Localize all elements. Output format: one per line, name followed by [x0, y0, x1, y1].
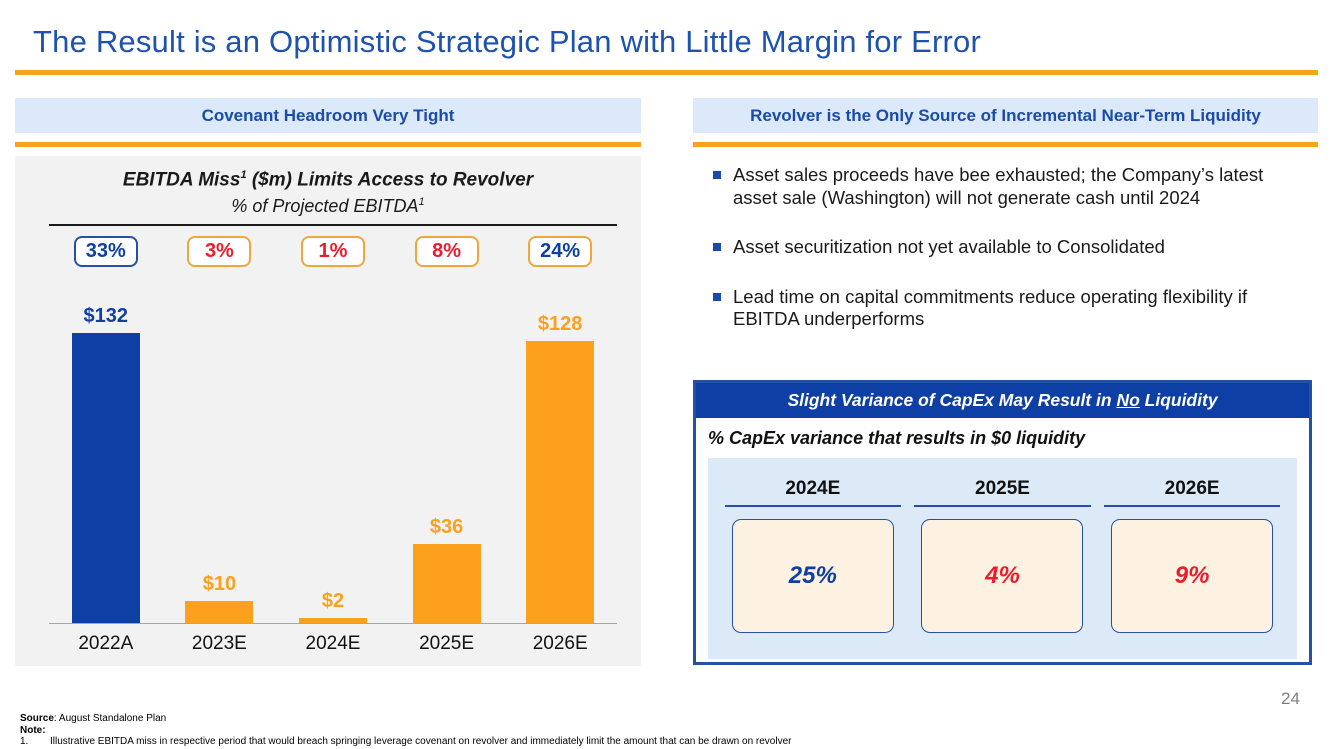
bullet-text: Lead time on capital commitments reduce … — [733, 285, 1248, 330]
capex-year-label: 2025E — [914, 478, 1091, 507]
bullet-item: Asset securitization not yet available t… — [693, 236, 1318, 259]
bar-2023 — [185, 601, 254, 624]
capex-value: 4% — [985, 562, 1020, 589]
pct-badge-2025: 8% — [414, 236, 479, 268]
capex-year-label: 2024E — [724, 478, 902, 507]
right-column: Revolver is the Only Source of Increment… — [693, 98, 1318, 668]
pct-badge-2023: 3% — [187, 236, 252, 268]
note-label: Note: — [20, 724, 46, 736]
note-item: 1. Illustrative EBITDA miss in respectiv… — [20, 736, 792, 747]
bar-value-label: $36 — [429, 516, 464, 539]
x-axis: 2022A 2023E 2024E 2025E 2026E — [49, 623, 617, 655]
capex-value: 25% — [788, 562, 837, 589]
x-tick-2024: 2024E — [305, 633, 361, 655]
left-orange-divider — [15, 142, 641, 147]
x-tick-2022: 2022A — [78, 633, 134, 655]
bullet-item: Asset sales proceeds have bee exhausted;… — [693, 164, 1318, 209]
right-orange-divider — [693, 142, 1318, 147]
x-tick-2023: 2023E — [191, 633, 247, 655]
ebitda-miss-chart-panel: EBITDA Miss1 ($m) Limits Access to Revol… — [15, 156, 641, 666]
x-tick-2026: 2026E — [532, 633, 588, 655]
bar-value-label: $2 — [321, 590, 345, 613]
bar-2026 — [526, 341, 595, 624]
pct-badge-2026: 24% — [528, 236, 593, 268]
capex-sub-label: % CapEx variance that results in $0 liqu… — [708, 428, 1086, 448]
chart-subtitle-rule — [49, 224, 617, 227]
bar-column-2026: $128 — [503, 313, 617, 624]
capex-column-2026: 2026E 9% — [1103, 478, 1281, 633]
left-section-header: Covenant Headroom Very Tight — [15, 98, 641, 133]
bar-value-label: $10 — [202, 573, 237, 596]
page-title: The Result is an Optimistic Strategic Pl… — [33, 24, 981, 59]
pct-badge-2024: 1% — [300, 236, 365, 268]
capex-value: 9% — [1174, 562, 1210, 589]
bar-value-label: $132 — [83, 305, 129, 328]
bar-2024 — [298, 618, 367, 624]
title-underline-rule — [15, 70, 1318, 75]
bullet-square-icon — [713, 243, 721, 252]
capex-column-2025: 2025E 4% — [914, 478, 1091, 633]
left-column: Covenant Headroom Very Tight EBITDA Miss… — [15, 98, 641, 666]
capex-variance-box: Slight Variance of CapEx May Result in N… — [693, 380, 1312, 665]
capex-inner-panel: 2024E 25% 2025E 4% 2026E 9% — [708, 458, 1297, 659]
chart-subtitle: % of Projected EBITDA1 — [231, 196, 425, 217]
bullet-text: Asset sales proceeds have bee exhausted;… — [733, 164, 1264, 208]
bullet-text: Asset securitization not yet available t… — [733, 236, 1165, 258]
chart-title: EBITDA Miss1 ($m) Limits Access to Revol… — [122, 169, 534, 191]
bullet-item: Lead time on capital commitments reduce … — [693, 286, 1318, 331]
bar-column-2022: $132 — [49, 305, 163, 624]
bullet-list: Asset sales proceeds have bee exhausted;… — [693, 164, 1318, 331]
bar-2022 — [71, 333, 140, 624]
bar-plot-area: $132 $10 $2 $36 $128 — [49, 267, 617, 624]
pct-badge-2022: 33% — [73, 236, 138, 268]
bar-column-2023: $10 — [163, 573, 277, 624]
capex-value-box: 9% — [1111, 519, 1274, 633]
x-tick-2025: 2025E — [419, 633, 475, 655]
bar-value-label: $128 — [537, 313, 583, 336]
footnotes: Source: August Standalone Plan Note: 1. … — [20, 713, 791, 748]
capex-year-label: 2026E — [1103, 478, 1281, 507]
bar-column-2024: $2 — [276, 590, 390, 624]
bar-2025 — [412, 544, 481, 624]
right-section-header: Revolver is the Only Source of Increment… — [693, 98, 1318, 133]
capex-value-box: 25% — [731, 519, 894, 633]
page-number: 24 — [1281, 689, 1300, 708]
bullet-square-icon — [713, 171, 721, 179]
capex-box-header: Slight Variance of CapEx May Result in N… — [696, 383, 1309, 418]
source-line: Source: August Standalone Plan — [20, 713, 167, 724]
pct-of-ebitda-row: 33% 3% 1% 8% 24% — [49, 236, 617, 268]
capex-value-box: 4% — [921, 519, 1084, 633]
bar-column-2025: $36 — [390, 516, 504, 624]
underlined-no: No — [1116, 390, 1140, 410]
bullet-square-icon — [713, 292, 721, 301]
capex-column-2024: 2024E 25% — [724, 478, 902, 633]
